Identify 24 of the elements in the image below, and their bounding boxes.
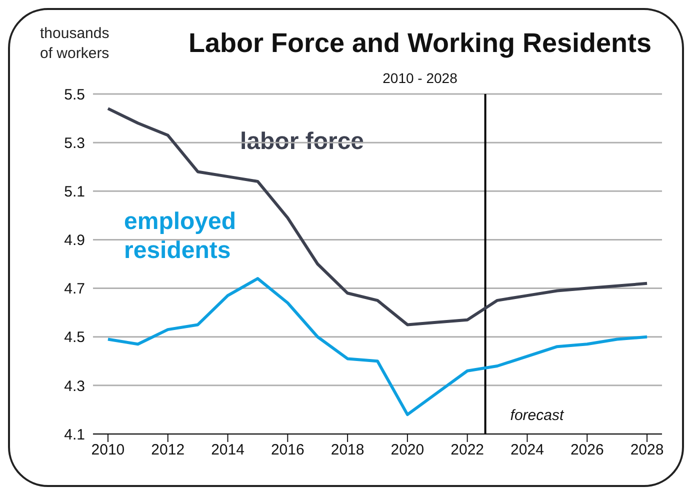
x-tick-label: 2022 [450,442,484,459]
y-tick-label: 5.1 [64,183,85,200]
x-tick-label: 2016 [270,442,304,459]
chart-title: Labor Force and Working Residents [187,28,653,59]
x-tick-label: 2014 [211,442,244,459]
x-tick-label: 2012 [151,442,185,459]
y-tick-label: 4.5 [64,329,85,346]
y-tick-label: 5.5 [64,86,85,104]
y-tick-label: 4.9 [64,232,85,250]
y-tick-label: 4.1 [64,426,85,444]
line-series [106,107,649,326]
y-axis-title: thousands of workers [40,24,110,64]
x-tick-label: 2018 [330,442,364,459]
x-tick-label: 2020 [390,442,424,459]
y-tick-label: 5.3 [64,134,85,152]
series-label: employed residents [124,207,238,265]
x-tick-label: 2028 [630,442,664,459]
ref-line-label: forecast [510,407,564,424]
x-tick-label: 2024 [510,442,544,459]
chart-subtitle: 2010 - 2028 [382,70,458,86]
x-tick-label: 2026 [570,442,604,459]
y-tick-label: 4.7 [64,280,85,298]
y-tick-label: 4.3 [64,378,85,395]
x-tick-label: 2010 [91,442,125,459]
